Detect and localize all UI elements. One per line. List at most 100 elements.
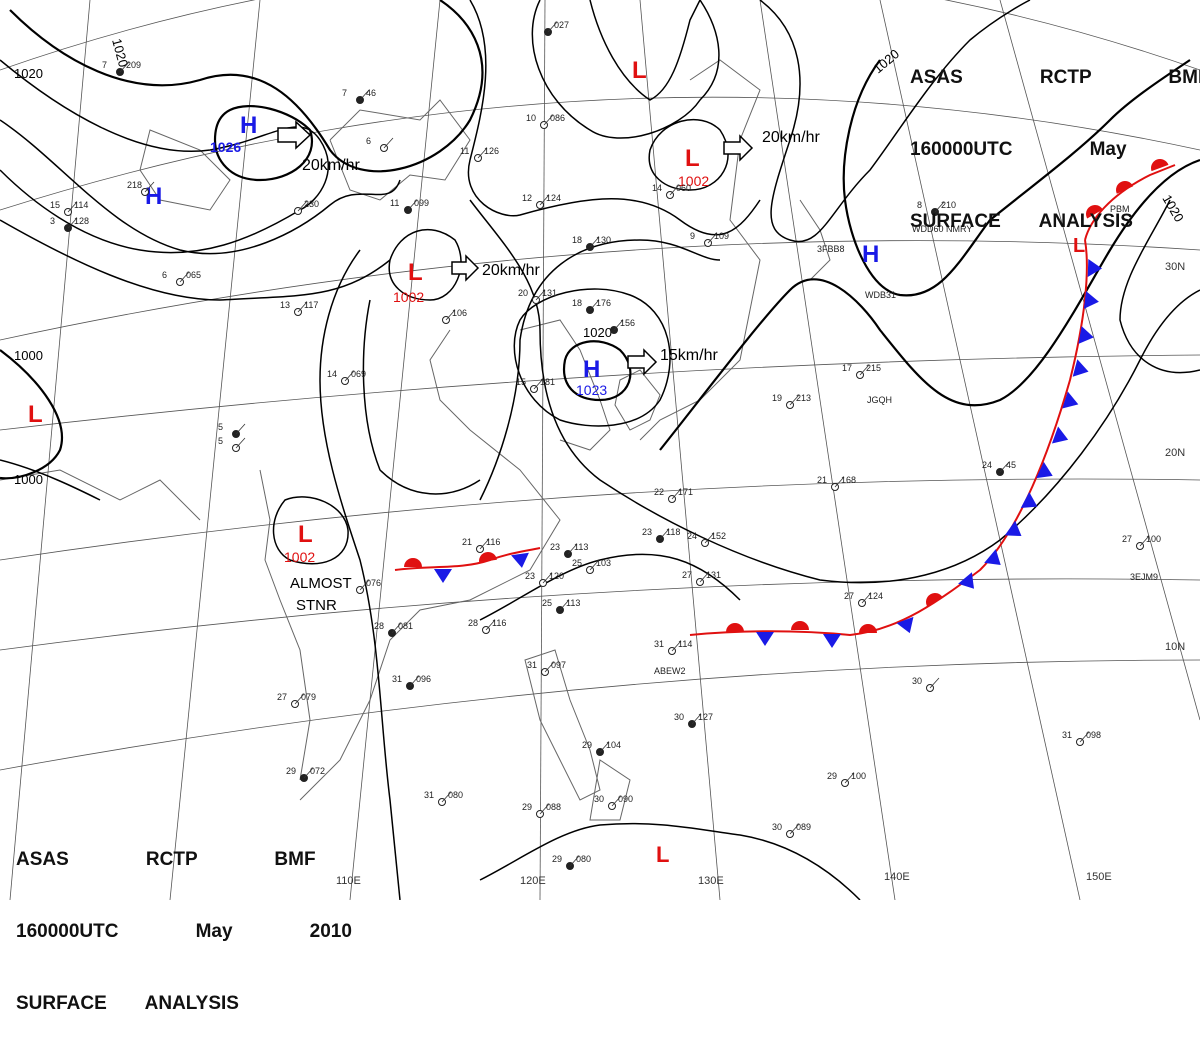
cold-front-triangle <box>984 549 1001 565</box>
wind-barb <box>359 579 370 591</box>
wind-barb <box>659 528 670 540</box>
wind-barb <box>119 61 130 73</box>
station-plot: 14 069 <box>327 369 366 385</box>
station-pressure: 215 <box>866 363 881 373</box>
station-temperature: 28 <box>374 621 384 631</box>
station-plot: 25 103 <box>572 558 611 574</box>
cold-front-triangle <box>1004 520 1022 537</box>
wind-barb <box>179 271 190 283</box>
station-pressure: 156 <box>620 318 635 328</box>
station-temperature: 27 <box>682 570 692 580</box>
station-temperature: 31 <box>392 674 402 684</box>
wind-barb <box>344 370 355 382</box>
wind-barb <box>589 559 600 571</box>
wind-barb <box>1079 731 1090 743</box>
station-temperature: 31 <box>424 790 434 800</box>
header-time-line: 160000UTC May 2010 <box>910 139 1127 160</box>
station-plot: 31 114 <box>654 639 692 655</box>
station-plot: 29 072 <box>286 766 325 782</box>
latitude-label-10n: 10N <box>1165 641 1185 653</box>
station-temperature: 14 <box>327 369 337 379</box>
station-temperature: 29 <box>286 766 296 776</box>
station-pressure: 130 <box>596 235 611 245</box>
high-1023-letter: H <box>583 356 600 383</box>
station-temperature: 25 <box>572 558 582 568</box>
station-pressure: 213 <box>796 393 811 403</box>
station-plot: 28 081 <box>374 621 413 637</box>
wind-barb <box>1139 535 1150 547</box>
station-temperature: 18 <box>572 298 582 308</box>
station-temperature: 27 <box>1122 534 1132 544</box>
wind-barb <box>441 791 452 803</box>
station-temperature: 11 <box>460 146 469 156</box>
isobar-label: 1020 <box>14 66 43 81</box>
station-plot: 13 117 <box>280 300 318 316</box>
wind-barb <box>934 201 945 213</box>
station-plot: 21 116 <box>462 537 500 553</box>
wind-barb <box>589 236 600 248</box>
warm-front-semicircle <box>1086 205 1103 219</box>
station-temperature: 21 <box>462 537 472 547</box>
cold-front-triangle <box>1087 259 1102 277</box>
wind-barb <box>383 137 394 149</box>
latitude-label-30n: 30N <box>1165 261 1185 273</box>
wind-barb <box>294 693 305 705</box>
station-plot: 19 213 <box>772 393 811 409</box>
station-pressure: 230 <box>304 199 319 209</box>
cold-front-triangle <box>1020 492 1038 508</box>
wind-barb <box>613 319 624 331</box>
station-temperature: 14 <box>652 183 662 193</box>
station-plot: 076 <box>356 578 381 594</box>
motion-label-h1026: 20km/hr <box>302 157 360 174</box>
low-1002-korea-letter: L <box>685 145 700 172</box>
station-pressure: 104 <box>606 740 621 750</box>
wind-barb <box>144 181 155 193</box>
station-plot: 15 114 <box>50 200 88 216</box>
station-temperature: 30 <box>912 676 922 686</box>
station-pressure: 124 <box>868 591 883 601</box>
wind-barb <box>67 201 78 213</box>
warm-front-semicircle <box>404 558 422 567</box>
station-ids: WDB31 WDD60 NMRY JGQH ABEW2 3EJM9 3FBB8 … <box>654 204 1158 676</box>
station-pressure: 097 <box>551 660 566 670</box>
station-pressure: 076 <box>366 578 381 588</box>
station-pressure: 072 <box>310 766 325 776</box>
high-1026-letter: H <box>240 112 257 139</box>
station-plot: 106 <box>442 308 467 324</box>
station-plot: 29 104 <box>582 740 621 756</box>
station-temperature: 12 <box>522 193 532 203</box>
station-pressure: 096 <box>416 674 431 684</box>
cold-front-triangle <box>1051 426 1069 444</box>
warm-front-semicircle <box>726 623 744 632</box>
almost-label: ALMOST <box>290 575 352 592</box>
wind-barb <box>359 89 370 101</box>
station-pressure: 114 <box>678 639 692 649</box>
cold-front-triangle <box>756 632 774 646</box>
wind-barb <box>999 461 1010 473</box>
station-temperature: 5 <box>218 422 223 432</box>
station-temperature: 30 <box>772 822 782 832</box>
station-plot: 25 113 <box>542 598 580 614</box>
motion-arrow-h1023 <box>627 348 658 376</box>
station-plot: 9 109 <box>690 231 729 247</box>
motion-arrow-l1002-china <box>451 254 480 282</box>
station-temperature: 15 <box>50 200 60 210</box>
station-temperature: 28 <box>468 618 478 628</box>
station-temperature: 218 <box>127 180 142 190</box>
cold-front-triangle <box>1083 291 1099 309</box>
station-pressure: 060 <box>676 183 691 193</box>
low-1002-china-letter: L <box>408 259 423 286</box>
low-west-letter: L <box>28 401 43 428</box>
wind-barb <box>539 194 550 206</box>
wind-barb <box>535 289 546 301</box>
station-temperature: 31 <box>654 639 664 649</box>
station-pressure: 117 <box>304 300 318 310</box>
station-pressure: 124 <box>546 193 561 203</box>
wind-barb <box>479 538 490 550</box>
wind-barb <box>691 713 702 725</box>
station-temperature: 10 <box>526 113 536 123</box>
isobars <box>0 0 1200 900</box>
station-temperature: 7 <box>342 88 347 98</box>
high-pacific-letter: H <box>862 241 879 268</box>
station-id: WDD60 NMRY <box>912 224 972 234</box>
